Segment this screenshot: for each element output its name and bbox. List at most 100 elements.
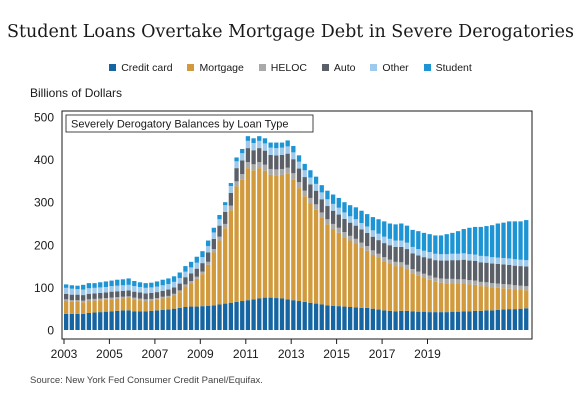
bar-mortgage — [404, 269, 410, 311]
bar-mortgage — [194, 278, 199, 307]
bar-credit-card — [478, 310, 483, 330]
bar-other — [512, 259, 518, 266]
bar-credit-card — [319, 304, 324, 330]
bar-heloc — [120, 296, 126, 299]
bar-auto — [149, 292, 154, 299]
bar-credit-card — [376, 309, 381, 330]
x-tick-label: 2003 — [51, 347, 78, 361]
bar-credit-card — [382, 310, 387, 330]
bar-mortgage — [512, 289, 518, 310]
bar-credit-card — [149, 310, 154, 330]
bar-mortgage — [251, 170, 256, 300]
bar-heloc — [438, 278, 444, 283]
bar-credit-card — [268, 297, 273, 330]
bar-mortgage — [120, 298, 126, 311]
bar-heloc — [69, 300, 74, 302]
bar-other — [450, 253, 455, 261]
bar-auto — [461, 259, 466, 280]
bar-credit-card — [126, 310, 131, 330]
bar-other — [370, 230, 376, 237]
bar-heloc — [461, 279, 466, 284]
bar-heloc — [92, 298, 97, 301]
bar-credit-card — [472, 310, 478, 330]
bar-student — [240, 148, 245, 154]
bar-other — [245, 140, 251, 149]
bar-auto — [257, 148, 262, 163]
bar-heloc — [410, 269, 415, 274]
bar-student — [399, 223, 404, 241]
bar-heloc — [518, 285, 523, 290]
bar-other — [200, 257, 205, 264]
bar-auto — [279, 154, 285, 169]
bar-student — [421, 232, 427, 251]
bar-heloc — [223, 223, 228, 229]
bar-auto — [370, 236, 376, 251]
bar-student — [171, 276, 177, 282]
bar-auto — [234, 168, 239, 182]
bar-mortgage — [495, 287, 500, 310]
bar-mortgage — [137, 300, 143, 312]
bar-credit-card — [404, 310, 410, 330]
bar-student — [120, 279, 126, 286]
bar-heloc — [149, 298, 154, 301]
x-tick-label: 2009 — [187, 347, 214, 361]
bar-other — [274, 148, 279, 156]
bar-other — [353, 219, 358, 226]
bar-student — [154, 281, 160, 287]
bar-student — [410, 229, 415, 247]
bar-heloc — [416, 271, 421, 276]
bar-other — [472, 254, 478, 261]
bar-student — [217, 214, 222, 220]
bar-heloc — [370, 250, 376, 256]
bar-credit-card — [450, 311, 455, 330]
bar-heloc — [206, 261, 211, 265]
bar-heloc — [450, 278, 455, 284]
bar-heloc — [319, 212, 324, 218]
bar-auto — [120, 290, 126, 297]
bar-auto — [223, 212, 228, 224]
bar-student — [296, 155, 302, 162]
bar-credit-card — [171, 308, 177, 330]
bar-other — [223, 205, 228, 212]
bar-other — [478, 255, 483, 263]
bar-other — [126, 284, 131, 291]
bar-auto — [490, 263, 495, 284]
bar-student — [115, 279, 120, 286]
bar-auto — [245, 148, 251, 163]
bar-credit-card — [438, 312, 444, 330]
bar-mortgage — [370, 255, 376, 309]
bar-credit-card — [274, 298, 279, 330]
bar-mortgage — [325, 224, 330, 306]
bar-credit-card — [302, 301, 307, 330]
bar-other — [393, 240, 398, 247]
bar-mortgage — [245, 168, 251, 301]
legend-label-mortgage: Mortgage — [199, 62, 244, 74]
bar-auto — [137, 292, 143, 299]
bar-student — [348, 205, 353, 217]
bar-heloc — [234, 181, 239, 187]
legend-swatch-auto — [321, 64, 329, 71]
bar-auto — [171, 287, 177, 294]
bar-auto — [342, 218, 347, 233]
bar-heloc — [240, 174, 245, 180]
bar-credit-card — [154, 310, 160, 330]
bar-student — [86, 283, 92, 289]
bar-other — [279, 147, 285, 155]
bar-student — [75, 285, 80, 290]
bar-mortgage — [524, 290, 529, 309]
bar-student — [109, 280, 114, 287]
bar-auto — [438, 260, 444, 279]
bar-mortgage — [336, 232, 341, 307]
bar-credit-card — [416, 311, 421, 330]
bar-auto — [330, 210, 336, 224]
bar-other — [115, 285, 120, 292]
bar-other — [251, 142, 256, 151]
bar-auto — [472, 260, 478, 281]
bar-other — [319, 192, 324, 200]
bar-other — [524, 260, 529, 267]
bar-heloc — [501, 283, 506, 289]
bar-mortgage — [200, 274, 205, 307]
bar-auto — [359, 229, 364, 243]
bar-heloc — [421, 273, 427, 279]
bar-mortgage — [86, 301, 92, 313]
